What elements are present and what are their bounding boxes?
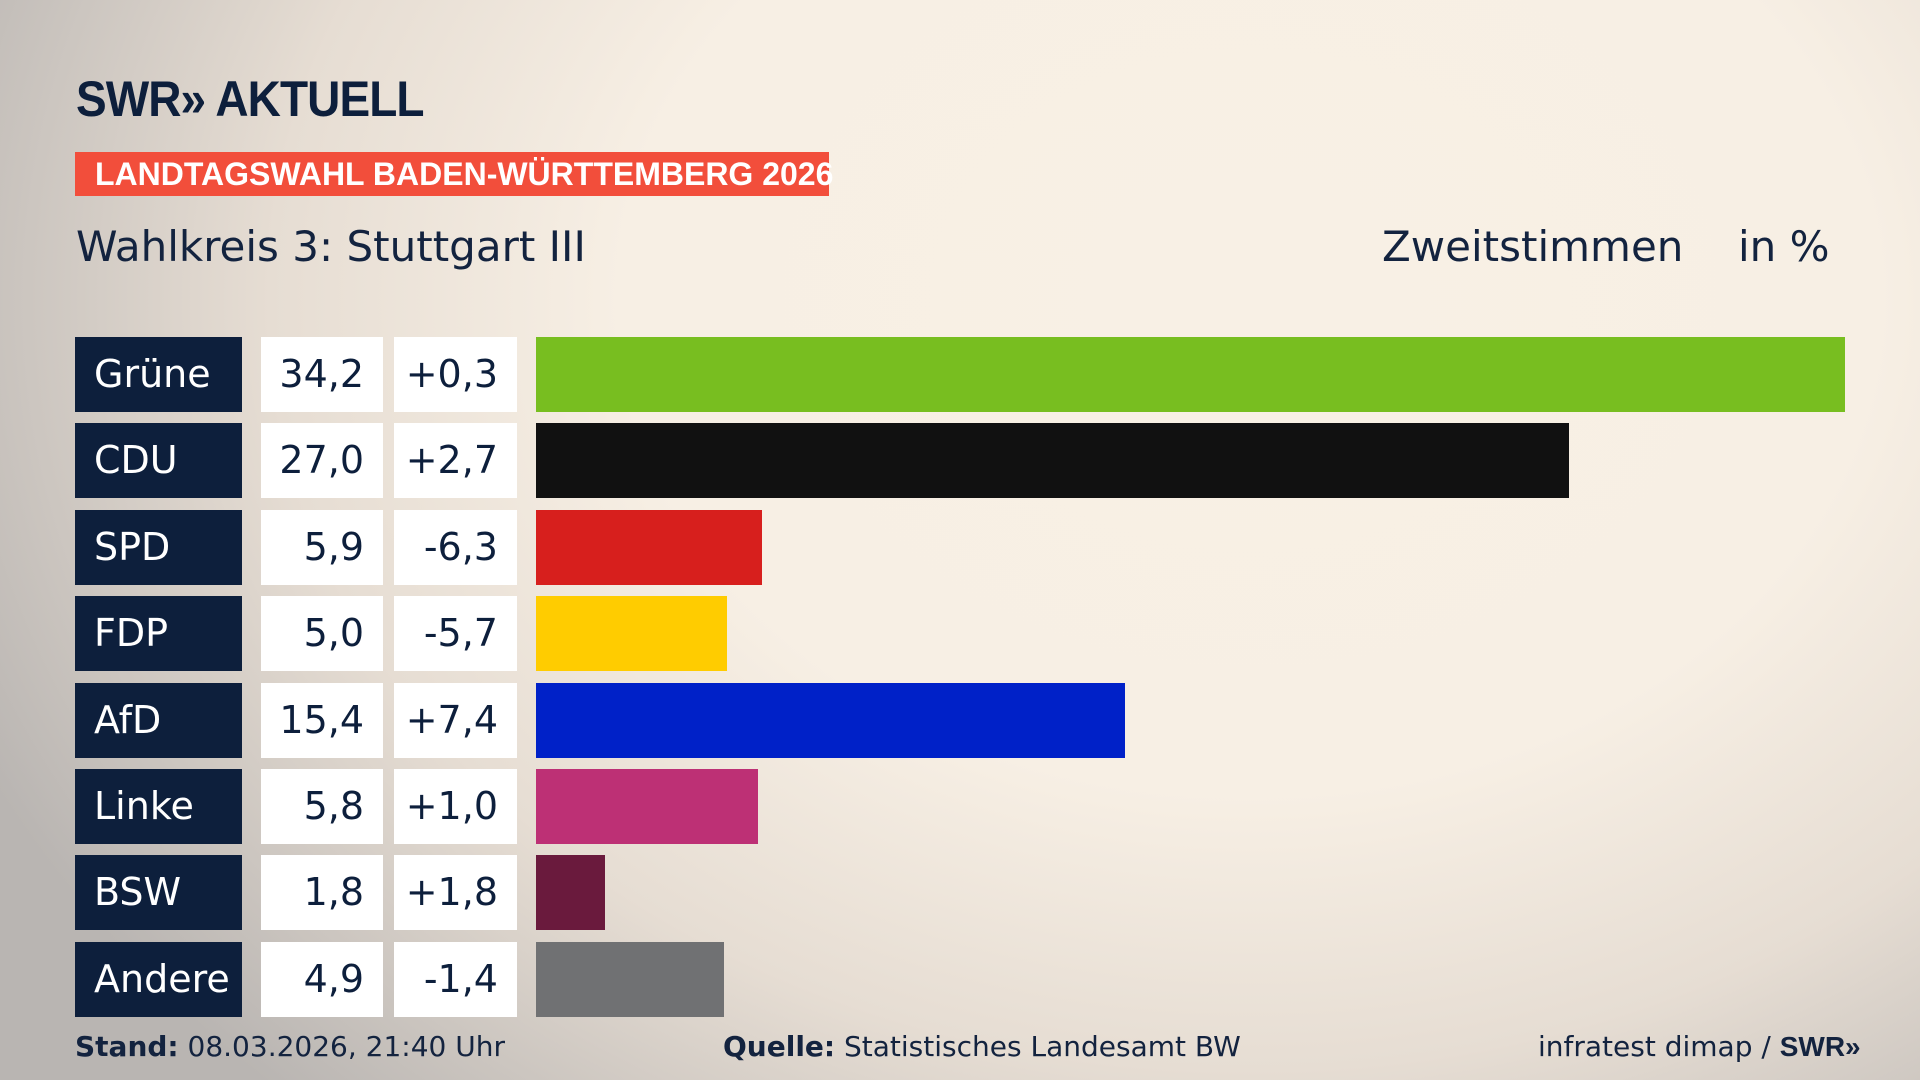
bar xyxy=(536,855,605,931)
party-label: CDU xyxy=(75,423,242,499)
bar-row: FDP 5,0 -5,7 xyxy=(75,596,1875,672)
change-label: -6,3 xyxy=(394,509,517,585)
bar xyxy=(536,769,758,844)
swr-aktuell-logo: SWR» AKTUELL xyxy=(76,71,424,127)
vote-type-label: Zweitstimmen xyxy=(1382,222,1684,271)
value-label: 5,9 xyxy=(261,509,383,585)
change-label: +0,3 xyxy=(394,337,517,412)
change-label: +7,4 xyxy=(394,682,517,758)
change-label: +1,0 xyxy=(394,769,517,844)
credit-text: infratest dimap / xyxy=(1538,1030,1780,1063)
party-label: SPD xyxy=(75,509,242,585)
party-label: Andere xyxy=(75,941,242,1017)
change-label: +1,8 xyxy=(394,855,517,931)
unit-label: in % xyxy=(1738,222,1830,271)
bar-row: CDU 27,0 +2,7 xyxy=(75,423,1875,499)
party-label: AfD xyxy=(75,682,242,758)
bar xyxy=(536,423,1570,499)
source-label: Quelle: xyxy=(723,1030,836,1063)
stand-label: Stand: xyxy=(75,1030,179,1063)
election-banner: LANDTAGSWAHL BADEN-WÜRTTEMBERG 2026 xyxy=(75,152,833,196)
value-label: 5,8 xyxy=(261,769,383,844)
party-label: FDP xyxy=(75,596,242,672)
stand-value: 08.03.2026, 21:40 Uhr xyxy=(187,1030,505,1063)
bar-row: Grüne 34,2 +0,3 xyxy=(75,337,1875,412)
change-label: -5,7 xyxy=(394,596,517,672)
source-value: Statistisches Landesamt BW xyxy=(844,1030,1241,1063)
value-label: 5,0 xyxy=(261,596,383,672)
value-label: 34,2 xyxy=(261,337,383,412)
source: Quelle: Statistisches Landesamt BW xyxy=(723,1030,1241,1063)
value-label: 4,9 xyxy=(261,941,383,1017)
bar xyxy=(536,337,1845,412)
district-title: Wahlkreis 3: Stuttgart III xyxy=(76,222,586,271)
swr-small-logo: SWR» xyxy=(1779,1031,1861,1062)
credit: infratest dimap / SWR» xyxy=(1538,1030,1861,1063)
bar xyxy=(536,941,724,1017)
timestamp: Stand: 08.03.2026, 21:40 Uhr xyxy=(75,1030,505,1063)
bar-row: SPD 5,9 -6,3 xyxy=(75,509,1875,585)
bar-row: AfD 15,4 +7,4 xyxy=(75,682,1875,758)
value-label: 15,4 xyxy=(261,682,383,758)
bar-row: BSW 1,8 +1,8 xyxy=(75,855,1875,931)
change-label: -1,4 xyxy=(394,941,517,1017)
party-label: BSW xyxy=(75,855,242,931)
bar-row: Andere 4,9 -1,4 xyxy=(75,941,1875,1017)
bar xyxy=(536,509,762,585)
party-label: Linke xyxy=(75,769,242,844)
party-label: Grüne xyxy=(75,337,242,412)
bar-row: Linke 5,8 +1,0 xyxy=(75,769,1875,844)
value-label: 27,0 xyxy=(261,423,383,499)
bar xyxy=(536,596,728,672)
change-label: +2,7 xyxy=(394,423,517,499)
bar xyxy=(536,682,1126,758)
value-label: 1,8 xyxy=(261,855,383,931)
